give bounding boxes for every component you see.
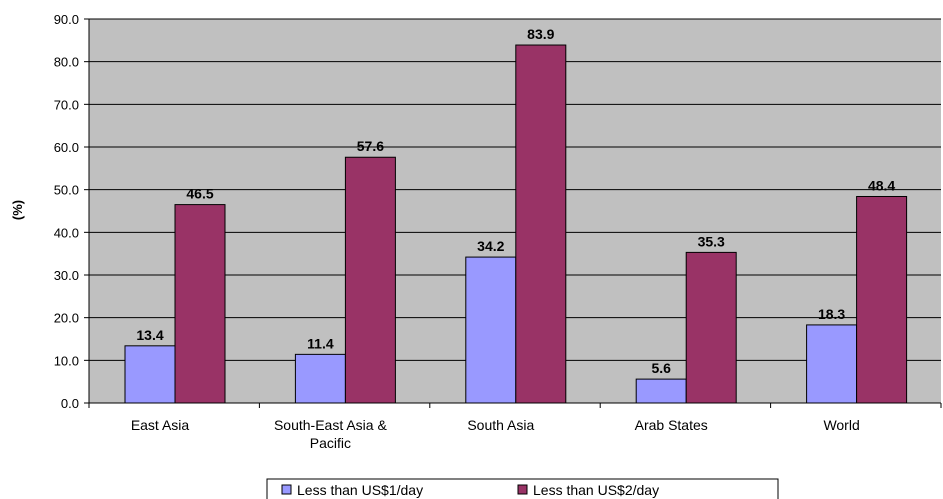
data-label: 11.4 — [307, 335, 334, 351]
x-category-label: Arab States — [635, 417, 708, 433]
y-tick-label: 20.0 — [54, 311, 79, 326]
bar-series2 — [174, 204, 226, 404]
legend-label: Less than US$1/day — [297, 482, 423, 498]
bar-series1 — [124, 345, 176, 404]
data-label: 18.3 — [818, 306, 845, 322]
legend: Less than US$1/day Less than US$2/day — [266, 478, 779, 499]
bar-series2 — [344, 156, 396, 404]
bar-series1 — [806, 324, 858, 404]
y-tick-label: 0.0 — [61, 396, 79, 411]
bars — [124, 44, 908, 404]
y-axis: 0.0 10.0 20.0 30.0 40.0 50.0 60.0 70.0 80.0 90.0 — [54, 12, 90, 411]
y-tick-label: 10.0 — [54, 353, 79, 368]
x-category-label: World — [823, 417, 859, 433]
x-category-label: Pacific — [310, 435, 351, 451]
legend-swatch — [517, 484, 528, 495]
x-category-label: South Asia — [467, 417, 534, 433]
data-label: 83.9 — [527, 26, 554, 42]
y-axis-label: (%) — [10, 200, 25, 220]
y-tick-label: 80.0 — [54, 55, 79, 70]
x-axis: East Asia South-East Asia & Pacific South A… — [88, 402, 942, 451]
data-label: 48.4 — [868, 177, 895, 193]
x-category-label: East Asia — [131, 417, 190, 433]
data-labels: 13.4 46.5 11.4 57.6 34.2 83.9 5.6 35.3 18.3 48.4 — [136, 26, 895, 376]
bar-series1 — [635, 378, 687, 404]
data-label: 57.6 — [357, 138, 384, 154]
data-label: 46.5 — [186, 186, 213, 202]
bar-series2 — [515, 44, 567, 404]
y-tick-label: 40.0 — [54, 225, 79, 240]
data-label: 35.3 — [698, 233, 725, 249]
bar-series1 — [465, 256, 517, 404]
y-tick-label: 70.0 — [54, 97, 79, 112]
y-tick-label: 60.0 — [54, 140, 79, 155]
data-label: 13.4 — [136, 327, 163, 343]
x-category-label: South-East Asia & — [274, 417, 388, 433]
bar-series1 — [294, 353, 346, 404]
data-label: 5.6 — [651, 360, 671, 376]
bar-series2 — [856, 195, 908, 404]
data-label: 34.2 — [477, 238, 504, 254]
legend-swatch — [281, 484, 292, 495]
legend-label: Less than US$2/day — [533, 482, 659, 498]
bar-series2 — [685, 251, 737, 404]
y-tick-label: 30.0 — [54, 268, 79, 283]
y-tick-label: 50.0 — [54, 183, 79, 198]
y-tick-label: 90.0 — [54, 12, 79, 27]
